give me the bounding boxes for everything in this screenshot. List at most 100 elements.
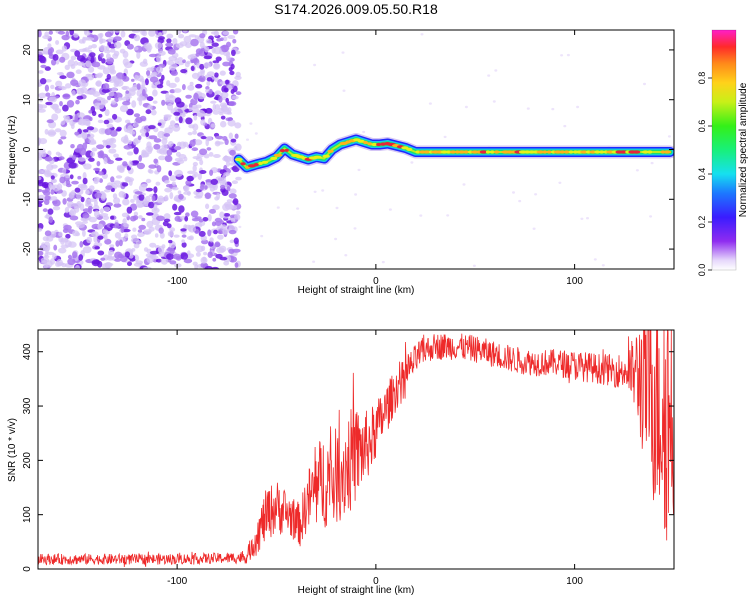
noise-blob — [157, 130, 165, 139]
noise-blob — [178, 116, 183, 124]
noise-blob — [46, 235, 54, 242]
colorbar-tick-label: 0.4 — [697, 168, 707, 181]
noise-blob — [38, 30, 42, 38]
noise-blob — [210, 123, 216, 128]
noise-blob — [92, 91, 101, 97]
noise-blob — [174, 169, 183, 177]
noise-blob — [212, 103, 217, 111]
noise-blob — [38, 194, 46, 202]
noise-blob — [210, 178, 218, 185]
noise-blob — [122, 76, 130, 82]
noise-speck — [341, 51, 345, 54]
noise-blob — [168, 124, 174, 130]
noise-blob — [80, 196, 85, 203]
noise-blob — [214, 241, 221, 248]
noise-blob — [70, 64, 76, 69]
noise-blob — [176, 30, 182, 35]
noise-blob — [97, 223, 104, 230]
noise-blob — [212, 204, 220, 211]
noise-blob — [225, 160, 231, 167]
noise-blob — [53, 244, 58, 251]
y-tick-label: 0 — [22, 146, 33, 152]
x-tick-label: 100 — [566, 576, 583, 587]
noise-blob — [124, 119, 131, 124]
noise-blob — [166, 183, 173, 188]
noise-blob — [200, 136, 207, 140]
noise-blob — [106, 73, 112, 80]
noise-blob — [102, 83, 110, 90]
noise-speck — [580, 217, 584, 220]
noise-blob — [75, 221, 83, 226]
noise-blob — [38, 151, 44, 159]
noise-blob — [220, 120, 227, 128]
noise-blob — [231, 180, 238, 185]
noise-blob — [160, 257, 168, 265]
noise-blob — [221, 174, 226, 182]
noise-blob — [111, 86, 117, 93]
spectrogram-xlabel: Height of straight line (km) — [298, 285, 415, 296]
noise-blob — [65, 183, 72, 188]
noise-blob — [213, 154, 221, 158]
noise-speck — [558, 181, 562, 184]
noise-blob — [103, 157, 108, 165]
noise-blob — [66, 100, 75, 108]
noise-blob — [127, 261, 132, 267]
colorbar-gradient — [712, 30, 736, 270]
ridge-hotspot — [406, 147, 413, 151]
noise-blob — [122, 218, 127, 225]
noise-blob — [78, 39, 85, 44]
noise-blob — [219, 70, 226, 76]
noise-blob — [180, 228, 187, 232]
noise-blob — [110, 143, 117, 149]
noise-blob — [146, 220, 154, 228]
noise-blob — [203, 251, 208, 256]
noise-blob — [114, 81, 120, 86]
noise-blob — [133, 34, 141, 42]
ridge-hotspot — [449, 150, 457, 154]
noise-blob — [103, 119, 110, 125]
noise-blob — [179, 141, 187, 149]
noise-blob — [41, 260, 47, 264]
noise-blob — [104, 128, 112, 136]
noise-blob — [195, 83, 203, 89]
noise-speck — [462, 183, 466, 186]
ridge-hotspot — [253, 163, 259, 167]
noise-blob — [115, 240, 120, 247]
noise-blob — [174, 215, 182, 222]
noise-blob — [83, 163, 92, 170]
noise-blob — [206, 77, 213, 82]
noise-blob — [147, 104, 153, 111]
noise-blob — [91, 147, 98, 152]
noise-blob — [40, 64, 47, 69]
noise-blob — [230, 89, 235, 94]
noise-blob — [64, 206, 70, 214]
noise-speck — [566, 53, 570, 57]
noise-blob — [55, 80, 63, 88]
ridge-hotspot — [313, 155, 322, 159]
noise-blob — [96, 161, 101, 167]
noise-blob — [82, 172, 87, 180]
noise-blob — [104, 109, 110, 117]
noise-blob — [177, 57, 183, 61]
noise-blob — [166, 38, 172, 44]
noise-blob — [103, 233, 108, 241]
noise-blob — [63, 161, 71, 170]
noise-blob — [185, 212, 190, 217]
noise-blob — [143, 230, 151, 235]
spectrogram-noise — [38, 30, 671, 269]
noise-blob — [52, 54, 59, 61]
noise-blob — [66, 201, 74, 208]
noise-blob — [145, 131, 150, 137]
noise-blob — [125, 90, 130, 94]
noise-blob — [172, 203, 178, 211]
noise-speck — [526, 107, 530, 110]
noise-speck — [576, 105, 580, 109]
noise-blob — [64, 64, 71, 71]
noise-blob — [126, 151, 134, 156]
noise-blob — [220, 104, 228, 111]
noise-blob — [190, 106, 199, 114]
noise-speck — [335, 206, 339, 210]
noise-blob — [167, 48, 176, 55]
noise-blob — [42, 35, 51, 40]
